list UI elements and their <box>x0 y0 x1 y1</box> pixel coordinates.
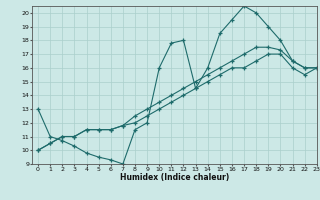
X-axis label: Humidex (Indice chaleur): Humidex (Indice chaleur) <box>120 173 229 182</box>
